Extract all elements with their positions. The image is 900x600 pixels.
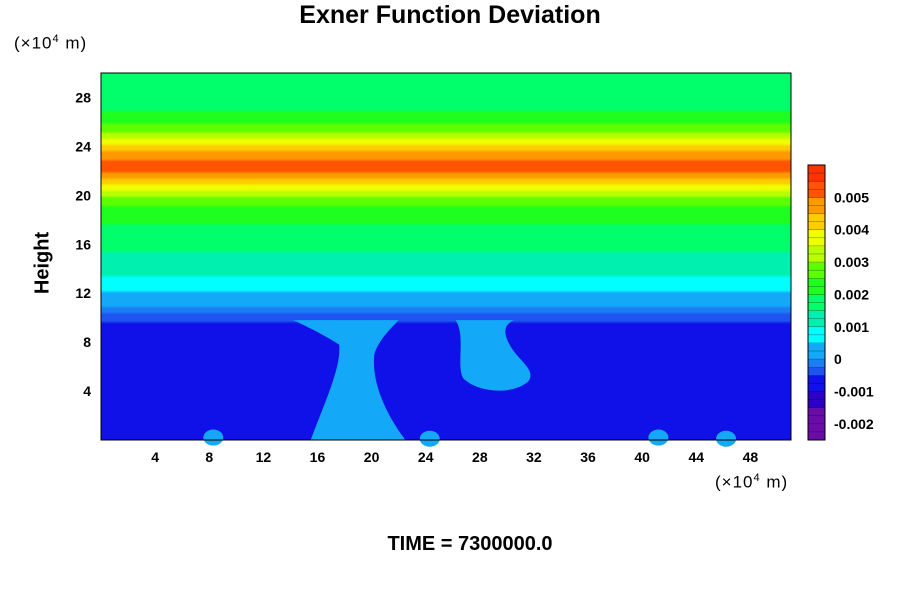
colorbar-swatch bbox=[808, 326, 825, 336]
colorbar-swatch bbox=[808, 310, 825, 320]
y-tick-label: 12 bbox=[75, 285, 91, 301]
colorbar-swatch bbox=[808, 383, 825, 392]
colorbar: 0.005 0.004 0.003 0.002 0.001 0 -0.001 -0.002 bbox=[807, 164, 874, 441]
x-tick-label: 32 bbox=[526, 449, 542, 465]
colorbar-swatch bbox=[808, 375, 825, 384]
colorbar-frame bbox=[807, 164, 826, 441]
colorbar-swatch bbox=[808, 262, 825, 271]
x-tick-label: 24 bbox=[418, 449, 434, 465]
colorbar-swatch bbox=[808, 334, 825, 344]
chart-title: Exner Function Deviation bbox=[299, 1, 601, 29]
plot-frame bbox=[100, 72, 792, 441]
colorbar-swatch bbox=[808, 205, 825, 214]
x-tick-label: 4 bbox=[151, 449, 159, 465]
y-tick-label: 4 bbox=[83, 383, 91, 399]
colorbar-tick-label: 0.001 bbox=[834, 319, 869, 335]
x-tick-label: 28 bbox=[472, 449, 488, 465]
colorbar-swatch bbox=[808, 237, 825, 247]
y-axis-unit: (×104 m) bbox=[14, 33, 88, 53]
colorbar-swatch bbox=[808, 423, 825, 433]
colorbar-swatch bbox=[808, 181, 825, 190]
x-tick-label: 44 bbox=[689, 449, 705, 465]
x-axis-unit: (×104 m) bbox=[715, 472, 789, 492]
colorbar-tick-label: 0 bbox=[834, 351, 842, 367]
colorbar-swatch bbox=[808, 318, 825, 328]
y-tick-label: 24 bbox=[75, 138, 91, 154]
colorbar-swatch bbox=[808, 165, 825, 174]
colorbar-swatch bbox=[808, 189, 825, 198]
x-tick-label: 36 bbox=[580, 449, 596, 465]
colorbar-tick-label: 0.002 bbox=[834, 286, 869, 302]
colorbar-swatch bbox=[808, 213, 825, 223]
colorbar-swatch bbox=[808, 407, 825, 417]
y-tick-label: 28 bbox=[75, 89, 91, 105]
colorbar-tick-label: -0.002 bbox=[834, 416, 874, 432]
colorbar-swatch bbox=[808, 431, 825, 441]
colorbar-swatch bbox=[808, 245, 825, 255]
colorbar-swatch bbox=[808, 367, 825, 376]
colorbar-swatch bbox=[808, 197, 825, 206]
x-tick-label: 8 bbox=[205, 449, 213, 465]
x-tick-label: 12 bbox=[256, 449, 272, 465]
colorbar-swatch bbox=[808, 359, 825, 368]
x-axis-ticks: 4 8 12 16 20 24 28 32 36 40 44 48 bbox=[151, 449, 758, 465]
colorbar-tick-label: 0.003 bbox=[834, 254, 869, 270]
y-axis-ticks: 4 8 12 16 20 24 28 bbox=[75, 89, 91, 399]
y-tick-label: 16 bbox=[75, 236, 91, 252]
colorbar-swatch bbox=[808, 302, 825, 311]
y-tick-label: 20 bbox=[75, 187, 91, 203]
time-label: TIME = 7300000.0 bbox=[387, 533, 553, 555]
x-tick-label: 16 bbox=[310, 449, 326, 465]
y-tick-label: 8 bbox=[83, 334, 91, 350]
colorbar-swatch bbox=[808, 294, 825, 303]
colorbar-swatch bbox=[808, 173, 825, 182]
x-tick-label: 40 bbox=[634, 449, 650, 465]
colorbar-swatch bbox=[808, 286, 825, 295]
colorbar-swatch bbox=[808, 399, 825, 409]
colorbar-tick-label: 0.004 bbox=[834, 222, 869, 238]
x-tick-label: 20 bbox=[364, 449, 380, 465]
colorbar-tick-label: 0.005 bbox=[834, 189, 869, 205]
colorbar-swatch bbox=[808, 415, 825, 425]
colorbar-swatch bbox=[808, 253, 825, 263]
colorbar-swatch bbox=[808, 221, 825, 231]
colorbar-swatch bbox=[808, 278, 825, 287]
plot-area bbox=[101, 73, 791, 440]
colorbar-swatch bbox=[808, 229, 825, 239]
colorbar-swatch bbox=[808, 351, 825, 360]
colorbar-swatch bbox=[808, 391, 825, 400]
colorbar-tick-label: -0.001 bbox=[834, 383, 874, 399]
colorbar-swatch bbox=[808, 342, 825, 352]
x-tick-label: 48 bbox=[743, 449, 759, 465]
colorbar-swatch bbox=[808, 270, 825, 279]
low-level-field bbox=[203, 320, 737, 447]
